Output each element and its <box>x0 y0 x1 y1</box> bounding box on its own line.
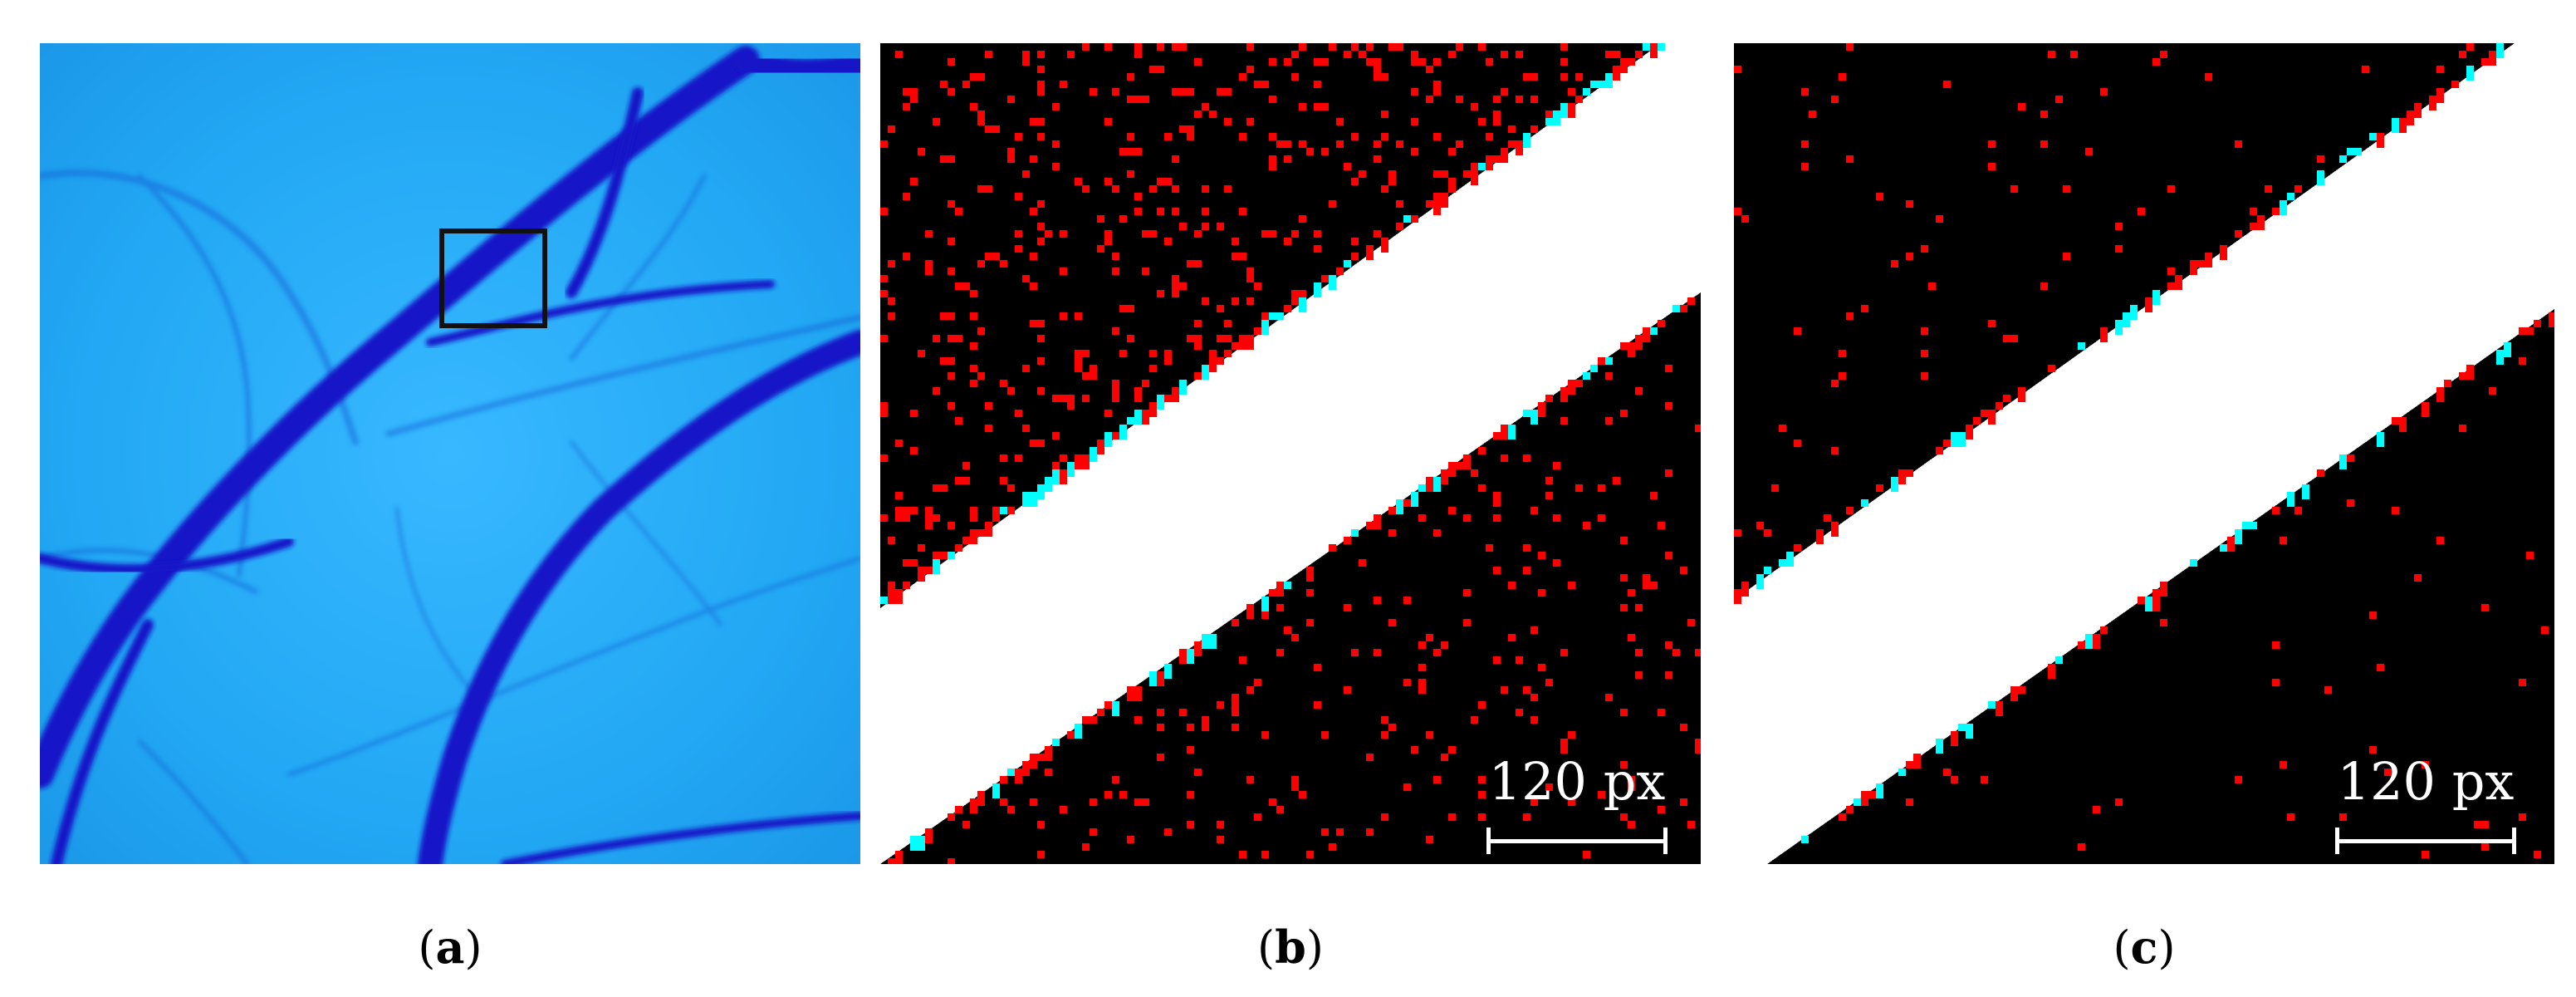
boundary-pixels <box>1734 43 2554 843</box>
scale-bar-label: 120 px <box>2337 751 2515 812</box>
scale-bar-tick <box>2512 828 2516 854</box>
panel-caption-c: (c) <box>2113 921 2175 974</box>
caption-letter: b <box>1275 921 1306 974</box>
scale-bar-b: 120 px <box>1486 756 1668 864</box>
scale-bar-tick <box>1486 828 1491 854</box>
caption-paren: ( <box>1257 921 1276 974</box>
caption-paren: ) <box>2157 921 2176 974</box>
segmentation-mask-b <box>880 43 1701 864</box>
scale-bar-line <box>2335 839 2516 843</box>
boundary-pixels <box>880 43 1695 864</box>
false-positive-pixels <box>880 43 1701 864</box>
scale-bar-tick <box>2335 828 2339 854</box>
roi-box <box>439 228 547 328</box>
scale-bar-label: 120 px <box>1488 751 1666 812</box>
caption-paren: ( <box>2113 921 2131 974</box>
vessel-fluorescence-image <box>40 43 860 864</box>
vessel-mask <box>880 43 1701 864</box>
panel-caption-b: (b) <box>1257 921 1324 974</box>
fluorescence-image-panel <box>40 43 860 864</box>
scale-bar-tick <box>1663 828 1668 854</box>
major-vessels <box>40 46 860 864</box>
scale-bar-c: 120 px <box>2335 756 2516 864</box>
caption-paren: ) <box>1305 921 1324 974</box>
caption-letter: c <box>2130 921 2158 974</box>
segmentation-panel-c <box>1734 43 2554 864</box>
scale-bar-line <box>1486 839 1668 843</box>
caption-paren: ) <box>464 921 482 974</box>
caption-paren: ( <box>418 921 436 974</box>
segmentation-panel-b <box>880 43 1701 864</box>
caption-letter: a <box>435 921 465 974</box>
tissue-background <box>40 43 860 864</box>
vessel-mask <box>1734 43 2554 864</box>
false-positive-pixels <box>1734 43 2549 858</box>
panel-caption-a: (a) <box>418 921 482 974</box>
segmentation-mask-c <box>1734 43 2554 864</box>
